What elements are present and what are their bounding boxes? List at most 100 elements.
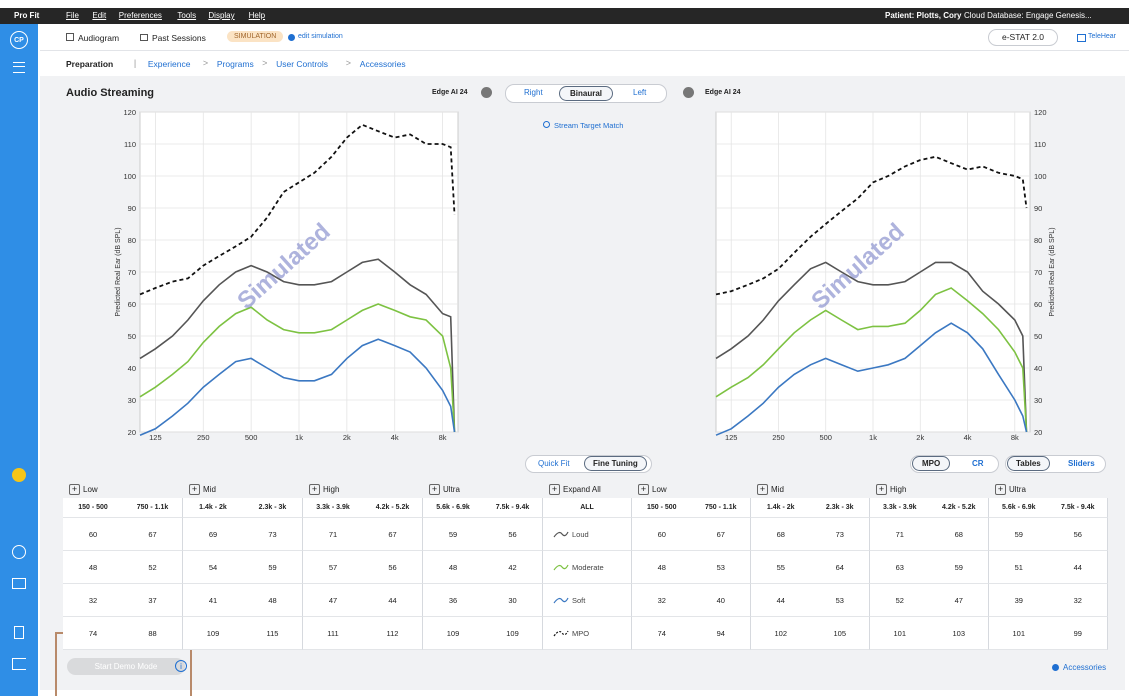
menu-bar: Pro Fit File Edit Preferences Tools Display He… bbox=[0, 8, 1129, 24]
tab[interactable]: Audiogram bbox=[78, 33, 120, 43]
value-cell: 99 bbox=[1048, 617, 1108, 650]
group-header[interactable]: + Mid bbox=[751, 481, 870, 498]
help-icon[interactable] bbox=[12, 545, 26, 559]
status-icon[interactable] bbox=[12, 468, 26, 482]
menu-item[interactable]: File bbox=[66, 11, 79, 20]
expand-button[interactable]: + bbox=[429, 484, 440, 495]
group-label: Low bbox=[652, 485, 667, 494]
value-cell: 48 bbox=[243, 584, 303, 617]
stream-target[interactable]: Stream Target Match bbox=[554, 121, 624, 130]
y-tick-label: 70 bbox=[1034, 268, 1042, 277]
expand-button[interactable]: + bbox=[189, 484, 200, 495]
edit-icon[interactable] bbox=[288, 34, 295, 41]
value-cell: 57 bbox=[303, 551, 363, 584]
x-tick-label: 8k bbox=[439, 433, 447, 442]
value-cell: 48 bbox=[632, 551, 692, 584]
y-tick-label: 40 bbox=[1034, 364, 1042, 373]
device-select[interactable]: e-STAT 2.0 bbox=[988, 29, 1058, 46]
tab-icon[interactable] bbox=[140, 34, 148, 41]
band-header: 7.5k - 9.4k bbox=[1048, 498, 1108, 518]
nav-sep: > bbox=[262, 58, 268, 68]
x-tick-label: 125 bbox=[725, 433, 738, 442]
expand-button[interactable]: + bbox=[638, 484, 649, 495]
nav-item[interactable]: Accessories bbox=[359, 59, 406, 69]
value-cell: 74 bbox=[632, 617, 692, 650]
tab-icon[interactable] bbox=[66, 33, 74, 41]
value-cell: 109 bbox=[483, 617, 543, 650]
menu-item[interactable]: Display bbox=[208, 11, 235, 20]
group-header[interactable]: + Ultra bbox=[423, 481, 543, 498]
menu-item[interactable]: Help bbox=[248, 11, 266, 20]
mode-option[interactable]: Fine Tuning bbox=[584, 456, 647, 471]
accessories-icon[interactable] bbox=[1052, 664, 1059, 671]
group-header[interactable]: + Ultra bbox=[989, 481, 1108, 498]
view-option[interactable]: Tables bbox=[1007, 456, 1050, 471]
expand-button[interactable]: + bbox=[876, 484, 887, 495]
menu-item[interactable]: Edit bbox=[92, 11, 107, 20]
nav-item[interactable]: User Controls bbox=[276, 59, 329, 69]
band-header: 750 - 1.1k bbox=[691, 498, 751, 518]
y-tick-label: 90 bbox=[1034, 204, 1042, 213]
menu-item[interactable]: Preferences bbox=[118, 11, 162, 20]
group-header[interactable]: + Mid bbox=[183, 481, 303, 498]
menu-item[interactable]: Tools bbox=[177, 11, 197, 20]
y-tick-label: 30 bbox=[1034, 396, 1042, 405]
accessories-link[interactable]: Accessories bbox=[1063, 663, 1107, 672]
y-tick-label: 40 bbox=[128, 364, 136, 373]
value-cell: 56 bbox=[483, 518, 543, 551]
curve bbox=[139, 123, 456, 296]
view-option[interactable]: Sliders bbox=[1068, 459, 1095, 468]
info-icon[interactable]: i bbox=[175, 660, 187, 672]
value-cell: 71 bbox=[870, 518, 930, 551]
telehear-icon[interactable] bbox=[1077, 34, 1086, 42]
value-cell: 53 bbox=[810, 584, 870, 617]
view-option[interactable]: MPO bbox=[912, 456, 951, 471]
value-cell: 30 bbox=[483, 584, 543, 617]
x-tick-label: 250 bbox=[197, 433, 210, 442]
y-tick-label: 70 bbox=[128, 268, 136, 277]
band-header: 5.6k - 6.9k bbox=[423, 498, 483, 518]
edit-link[interactable]: edit simulation bbox=[298, 33, 343, 40]
nav-item[interactable]: Experience bbox=[147, 59, 191, 69]
telehear[interactable]: TeleHear bbox=[1088, 33, 1117, 40]
exit-icon[interactable] bbox=[12, 658, 26, 670]
side-option[interactable]: Right bbox=[524, 88, 543, 97]
group-label: Low bbox=[83, 485, 98, 494]
speaker-icon[interactable] bbox=[481, 87, 492, 98]
group-header[interactable]: + High bbox=[303, 481, 423, 498]
expand-button[interactable]: + bbox=[549, 484, 560, 495]
screen-icon[interactable] bbox=[12, 578, 26, 589]
demo-button[interactable]: Start Demo Mode bbox=[67, 658, 185, 675]
speaker-icon[interactable] bbox=[683, 87, 694, 98]
menu-icon[interactable] bbox=[13, 62, 25, 73]
expand-button[interactable]: + bbox=[69, 484, 80, 495]
value-cell: 52 bbox=[123, 551, 183, 584]
avatar[interactable]: CP bbox=[10, 31, 28, 49]
value-cell: 101 bbox=[989, 617, 1049, 650]
target-icon[interactable] bbox=[543, 121, 550, 128]
group-header[interactable]: + Low bbox=[63, 481, 183, 498]
group-header[interactable]: + Low bbox=[632, 481, 751, 498]
group-label: Ultra bbox=[443, 485, 460, 494]
group-header[interactable]: + Expand All bbox=[543, 481, 632, 498]
value-cell: 112 bbox=[363, 617, 423, 650]
value-cell: 54 bbox=[183, 551, 243, 584]
side-option[interactable]: Left bbox=[633, 88, 647, 97]
group-header[interactable]: + High bbox=[870, 481, 989, 498]
database: Cloud Database: Engage Genesis... bbox=[964, 11, 1092, 20]
value-cell: 59 bbox=[929, 551, 989, 584]
value-cell: 42 bbox=[483, 551, 543, 584]
doc-icon[interactable] bbox=[14, 626, 24, 639]
mode-option[interactable]: Quick Fit bbox=[538, 459, 570, 468]
tab[interactable]: Past Sessions bbox=[152, 33, 206, 43]
expand-button[interactable]: + bbox=[309, 484, 320, 495]
view-option[interactable]: CR bbox=[972, 459, 984, 468]
value-cell: 59 bbox=[989, 518, 1049, 551]
expand-button[interactable]: + bbox=[995, 484, 1006, 495]
side-option[interactable]: Binaural bbox=[559, 86, 614, 101]
y-tick-label: 80 bbox=[128, 236, 136, 245]
expand-button[interactable]: + bbox=[757, 484, 768, 495]
nav-item[interactable]: Programs bbox=[216, 59, 254, 69]
nav-item[interactable]: Preparation bbox=[66, 59, 114, 69]
band-header: 4.2k - 5.2k bbox=[929, 498, 989, 518]
